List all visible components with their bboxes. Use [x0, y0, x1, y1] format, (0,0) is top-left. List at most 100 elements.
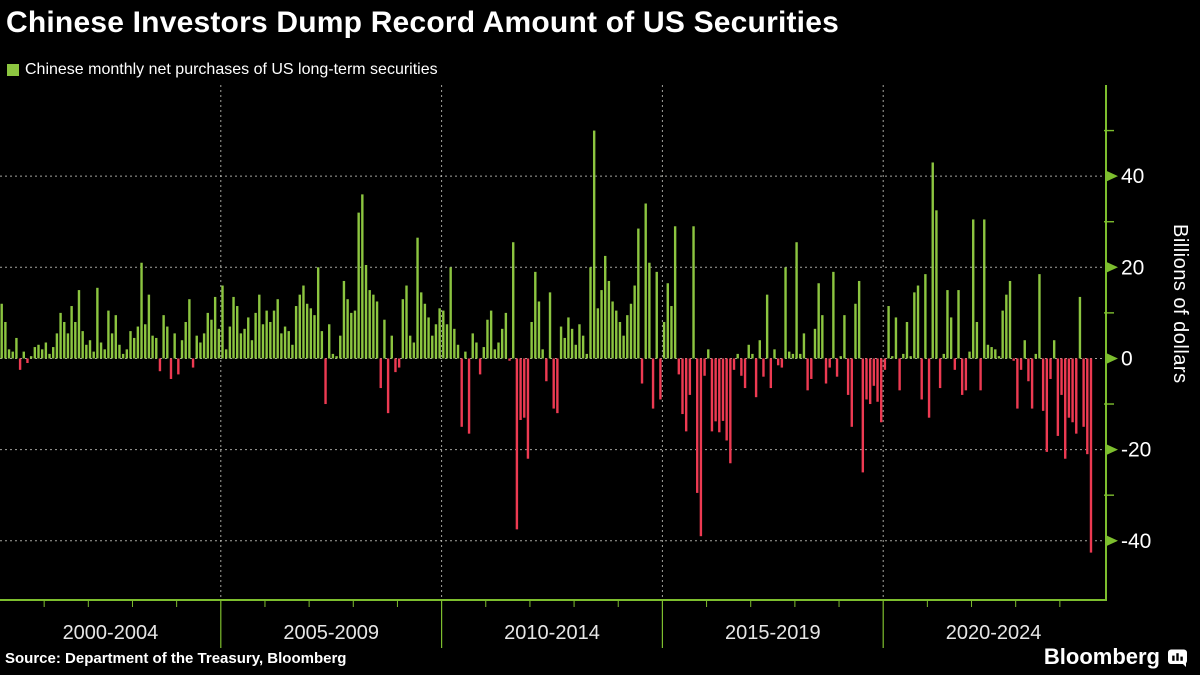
positive-bar [736, 353, 739, 359]
positive-bar [166, 326, 169, 359]
positive-bar [431, 335, 434, 359]
positive-bar [1001, 310, 1004, 359]
positive-bar [854, 303, 857, 359]
positive-bar [52, 347, 55, 359]
positive-bar [633, 285, 636, 359]
positive-bar [261, 324, 265, 359]
positive-bar [747, 344, 750, 359]
positive-bar [265, 310, 268, 359]
negative-bar [960, 358, 964, 395]
positive-bar [250, 340, 254, 359]
negative-bar [18, 358, 22, 370]
positive-bar [975, 321, 979, 359]
positive-bar [103, 349, 106, 359]
bloomberg-logo-icon [1168, 649, 1187, 667]
chart-title: Chinese Investors Dump Record Amount of … [6, 6, 839, 39]
negative-bar [696, 358, 699, 493]
positive-bar [493, 349, 497, 359]
positive-bar [986, 344, 990, 359]
negative-bar [1071, 358, 1074, 423]
negative-bar [659, 358, 662, 400]
negative-bar [386, 358, 390, 414]
negative-bar [754, 358, 758, 398]
positive-bar [615, 310, 618, 359]
positive-bar [217, 328, 221, 359]
negative-bar [718, 358, 721, 433]
negative-bar [1012, 358, 1015, 361]
positive-bar [309, 308, 313, 359]
negative-bar [824, 358, 828, 384]
negative-bar [743, 358, 747, 389]
positive-bar [423, 303, 427, 359]
bloomberg-branding: Bloomberg [1044, 644, 1188, 670]
positive-bar [445, 324, 449, 359]
positive-bar [813, 328, 817, 359]
positive-bar [180, 340, 184, 359]
positive-bar [350, 312, 353, 359]
positive-bar [206, 312, 209, 359]
positive-bar [228, 326, 232, 359]
positive-bar [408, 335, 412, 359]
negative-bar [169, 358, 173, 379]
negative-bar [898, 358, 901, 391]
positive-bar [37, 344, 40, 359]
positive-bar [1038, 274, 1041, 359]
x-section-label: 2010-2014 [504, 622, 600, 644]
positive-bar [581, 335, 585, 359]
negative-bar [699, 358, 703, 537]
negative-bar [519, 358, 522, 420]
negative-bar [883, 358, 887, 370]
positive-bar [567, 317, 570, 359]
negative-bar [526, 358, 530, 459]
negative-bar [515, 358, 519, 530]
positive-bar [692, 226, 695, 359]
positive-bar [1005, 294, 1008, 359]
negative-bar [938, 358, 942, 389]
positive-bar [33, 347, 37, 359]
y-tick-label: 20 [1121, 256, 1144, 279]
positive-bar [22, 351, 25, 359]
negative-bar [927, 358, 931, 418]
negative-bar [508, 358, 511, 361]
positive-bar [129, 331, 132, 359]
positive-bar [74, 321, 77, 359]
negative-bar [1045, 358, 1049, 452]
positive-bar [88, 340, 92, 359]
x-section-label: 2020-2024 [946, 622, 1042, 644]
negative-bar [1067, 358, 1071, 418]
positive-bar [320, 331, 324, 359]
positive-bar [504, 312, 508, 359]
positive-bar [291, 344, 294, 359]
positive-bar [372, 294, 375, 359]
positive-bar [213, 296, 217, 359]
positive-bar [269, 321, 272, 359]
y-tick-label: -40 [1121, 530, 1151, 553]
positive-bar [390, 335, 393, 359]
positive-bar [497, 342, 500, 359]
legend-swatch-icon [7, 64, 19, 76]
negative-bar [850, 358, 853, 427]
positive-bar [843, 315, 846, 359]
negative-bar [740, 358, 743, 376]
positive-bar [283, 326, 287, 359]
positive-bar [427, 317, 430, 359]
positive-bar [140, 262, 143, 359]
positive-bar [902, 353, 905, 359]
positive-bar [328, 324, 331, 359]
bloomberg-wordmark: Bloomberg [1043, 644, 1160, 669]
negative-bar [640, 358, 644, 384]
positive-bar [972, 219, 975, 359]
positive-bar [839, 356, 842, 359]
y-tick-arrow-icon [1106, 444, 1118, 456]
positive-bar [585, 353, 589, 359]
positive-bar [368, 290, 371, 359]
positive-bar [817, 283, 820, 359]
negative-bar [780, 358, 784, 368]
positive-bar [162, 315, 165, 359]
positive-bar [997, 356, 1001, 359]
positive-bar [114, 315, 117, 359]
negative-bar [1089, 358, 1093, 553]
x-section-label: 2005-2009 [283, 622, 379, 644]
positive-bar [707, 349, 710, 359]
negative-bar [725, 358, 728, 441]
